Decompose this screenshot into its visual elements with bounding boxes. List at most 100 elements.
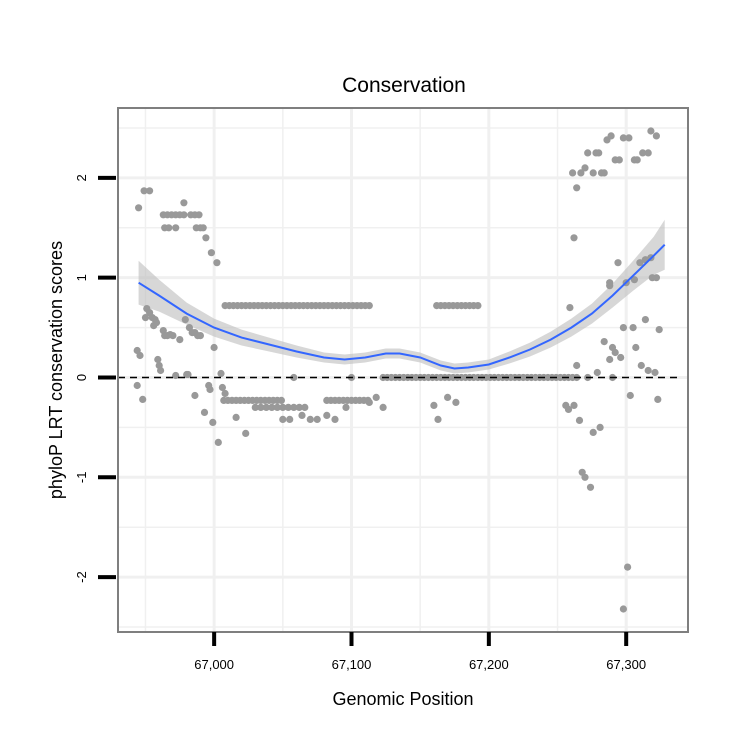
data-point [140,187,148,195]
data-point [570,234,578,242]
data-point [652,274,661,282]
y-tick-label: -2 [74,571,89,583]
data-point [607,132,615,140]
data-point [284,403,292,411]
data-point [157,366,165,375]
data-point [290,373,298,382]
data-point [191,329,199,337]
data-point [342,403,350,411]
data-point [286,415,294,423]
data-point [196,332,204,340]
data-point [589,169,597,177]
data-point [644,366,652,375]
data-point [474,302,482,310]
x-tick-label: 67,200 [469,657,509,672]
smooth-line-layer [138,243,666,370]
data-point [364,396,372,404]
data-point [637,361,645,370]
data-point [600,169,608,177]
data-point [279,415,287,423]
data-point [313,415,321,423]
data-point [195,211,203,219]
data-point [184,370,192,379]
data-point [647,127,655,135]
data-point [619,134,628,142]
smooth-line [138,243,666,370]
x-tick-label: 67,300 [606,657,646,672]
data-point [273,403,281,411]
data-point [655,326,663,334]
data-point [139,395,147,403]
data-point [372,393,380,401]
data-point [581,164,589,172]
data-point [564,405,573,413]
data-point [251,403,259,411]
data-point [593,368,601,377]
data-point [214,438,222,446]
grid [118,108,688,632]
data-point [180,211,188,219]
data-point [232,413,240,421]
data-point [452,398,460,406]
data-point [135,204,143,212]
data-point [279,403,287,411]
data-point [268,403,276,411]
data-point [575,416,584,424]
data-point [641,316,650,324]
data-point [444,393,452,401]
data-point [652,132,661,140]
data-point [606,355,614,364]
data-point [624,563,632,571]
data-point [639,149,647,157]
data-point [608,343,617,352]
data-point [331,415,339,423]
x-tick-label: 67,100 [332,657,372,672]
data-point [210,343,218,352]
data-point [136,351,144,360]
y-tick-label: 1 [74,274,89,281]
panel-border [117,107,689,633]
data-point [577,169,585,177]
data-point [154,355,162,364]
data-point [206,385,214,394]
data-point [644,149,652,157]
data-point [295,403,303,411]
data-point [569,169,577,177]
data-point [172,371,180,380]
data-point [626,391,634,400]
data-point [133,381,141,390]
y-tick-label: -1 [74,472,89,484]
data-point [192,224,200,232]
data-point [629,324,637,332]
data-point [306,415,314,423]
data-point [654,395,662,403]
data-point [176,336,184,344]
data-point [180,199,188,207]
y-tick-label: 0 [74,374,89,381]
data-point [596,423,604,431]
data-point [566,304,574,312]
data-point [651,368,659,377]
data-point [169,332,177,340]
data-point [301,403,309,411]
data-point [209,418,217,426]
data-point [217,369,225,378]
data-point [262,403,270,411]
data-point [191,391,199,400]
x-tick-label: 67,000 [194,657,234,672]
data-point [290,403,298,411]
confidence-ribbon [138,219,665,374]
data-point [619,605,628,613]
data-point [586,483,595,491]
data-point [202,234,210,242]
data-point [213,259,221,267]
data-point [589,428,597,436]
scatter-points [133,127,663,613]
data-point [181,316,189,324]
data-point [581,473,589,481]
data-point [573,361,581,370]
data-point [636,259,644,267]
data-point [625,134,633,142]
